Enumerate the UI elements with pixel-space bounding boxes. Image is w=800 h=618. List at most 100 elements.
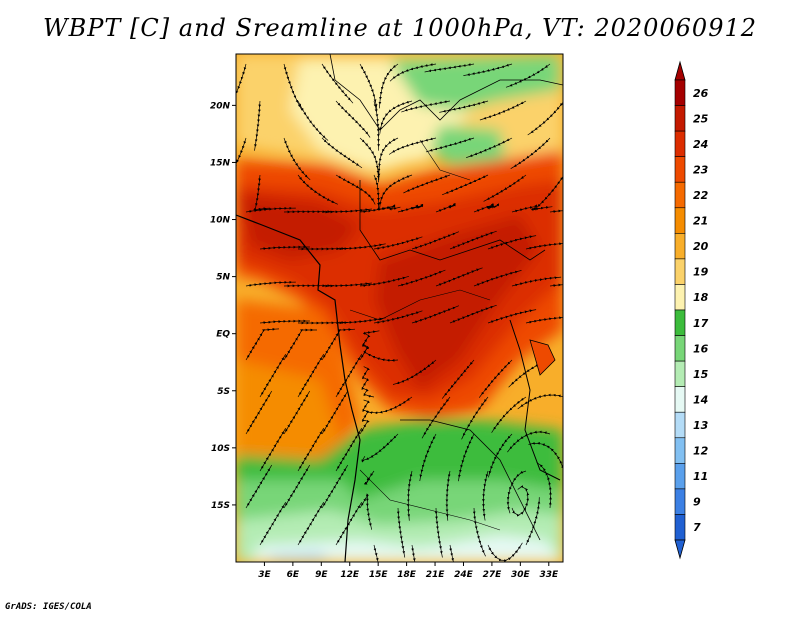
colorbar-label: 16 bbox=[693, 342, 709, 355]
colorbar-swatch bbox=[674, 284, 686, 311]
streamline bbox=[411, 305, 460, 324]
streamline bbox=[488, 433, 513, 478]
colorbar-swatch bbox=[674, 233, 686, 260]
colorbar-swatch bbox=[674, 437, 686, 464]
streamline bbox=[461, 396, 489, 440]
lon-tick-label: 12E bbox=[340, 570, 360, 580]
streamline bbox=[525, 241, 563, 250]
streamline bbox=[441, 359, 475, 399]
streamline bbox=[365, 396, 413, 415]
streamline bbox=[411, 544, 420, 562]
streamline bbox=[359, 63, 378, 111]
streamline bbox=[379, 100, 413, 134]
streamline bbox=[378, 63, 399, 109]
streamline bbox=[445, 470, 451, 521]
streamline bbox=[335, 427, 363, 472]
colorbar-label: 23 bbox=[693, 163, 709, 176]
streamline bbox=[510, 137, 551, 169]
streamline bbox=[517, 393, 563, 410]
streamline bbox=[359, 275, 410, 288]
colorbar-swatch bbox=[674, 309, 686, 336]
streamline bbox=[406, 470, 413, 521]
colorbar-swatch bbox=[674, 488, 686, 515]
streamline bbox=[549, 208, 563, 213]
lat-tick-label: 20N bbox=[210, 101, 231, 111]
colorbar-swatch bbox=[674, 386, 686, 413]
streamline bbox=[297, 100, 329, 141]
streamline bbox=[472, 507, 486, 557]
colorbar: 26 25 24 23 22 21 20 19 18 17 16 15 14 13 12 11 9 7 bbox=[674, 60, 709, 560]
lon-tick-label: 15E bbox=[369, 570, 389, 580]
lon-tick-label: 24E bbox=[454, 570, 474, 580]
streamline bbox=[458, 433, 475, 482]
colorbar-swatch bbox=[674, 360, 686, 387]
streamline bbox=[449, 304, 497, 324]
colorbar-label: 13 bbox=[693, 419, 709, 432]
streamline bbox=[388, 137, 437, 155]
colorbar-swatch bbox=[674, 207, 686, 234]
lon-tick-label: 18E bbox=[397, 570, 417, 580]
streamline bbox=[473, 203, 499, 213]
colorbar-label: 25 bbox=[693, 112, 709, 125]
colorbar-label: 20 bbox=[693, 240, 709, 253]
colorbar-label: 24 bbox=[693, 138, 708, 151]
streamline bbox=[377, 137, 399, 181]
streamline bbox=[473, 270, 522, 287]
streamline bbox=[363, 470, 375, 485]
streamline bbox=[283, 464, 311, 509]
streamline bbox=[478, 359, 513, 398]
streamline bbox=[379, 174, 413, 209]
streamline bbox=[435, 267, 483, 287]
lat-tick-label: 15N bbox=[210, 158, 231, 168]
streamline bbox=[283, 390, 311, 435]
lat-tick-label: 10N bbox=[210, 216, 231, 226]
streamline bbox=[536, 462, 552, 509]
colorbar-swatch bbox=[674, 105, 686, 132]
longitude-axis: 3E 6E 9E 12E 15E 18E 21E 24E 27E 30E 33E bbox=[258, 562, 559, 580]
streamline bbox=[397, 269, 446, 287]
colorbar-label: 22 bbox=[693, 189, 709, 202]
streamline bbox=[245, 390, 273, 435]
colorbar-swatch bbox=[674, 335, 686, 362]
colorbar-label: 18 bbox=[693, 291, 709, 304]
streamline bbox=[254, 100, 262, 151]
streamline bbox=[321, 390, 349, 435]
streamline bbox=[245, 280, 296, 287]
streamline bbox=[389, 63, 437, 82]
lon-tick-label: 6E bbox=[287, 570, 300, 580]
colorbar-swatch bbox=[674, 463, 686, 490]
colorbar-swatch bbox=[674, 156, 686, 183]
streamline bbox=[392, 359, 437, 385]
temperature-field bbox=[236, 54, 614, 562]
streamline bbox=[245, 206, 296, 213]
colorbar-label: 26 bbox=[693, 87, 709, 100]
streamline bbox=[403, 174, 451, 194]
lon-tick-label: 21E bbox=[426, 570, 446, 580]
streamline bbox=[297, 427, 325, 472]
streamline bbox=[335, 174, 376, 205]
streamline bbox=[435, 202, 456, 213]
lon-tick-label: 30E bbox=[511, 570, 531, 580]
streamline bbox=[373, 310, 423, 324]
lon-tick-label: 3E bbox=[258, 570, 271, 580]
streamline bbox=[321, 63, 354, 104]
lat-tick-label: 5N bbox=[216, 273, 230, 283]
colorbar-label: 11 bbox=[693, 470, 708, 483]
colorbar-label: 14 bbox=[693, 393, 708, 406]
streamline bbox=[259, 353, 287, 398]
streamline bbox=[487, 542, 523, 562]
streamline bbox=[321, 328, 356, 361]
streamline bbox=[533, 175, 563, 211]
streamline bbox=[564, 248, 614, 249]
streamline bbox=[259, 427, 287, 472]
colorbar-top-arrow bbox=[674, 60, 686, 81]
streamline bbox=[564, 495, 570, 545]
streamline bbox=[487, 309, 537, 324]
streamline bbox=[283, 63, 303, 111]
streamline bbox=[335, 353, 363, 398]
streamline bbox=[396, 507, 406, 558]
streamline bbox=[236, 137, 247, 181]
streamline bbox=[259, 501, 287, 546]
streamline bbox=[297, 353, 325, 398]
